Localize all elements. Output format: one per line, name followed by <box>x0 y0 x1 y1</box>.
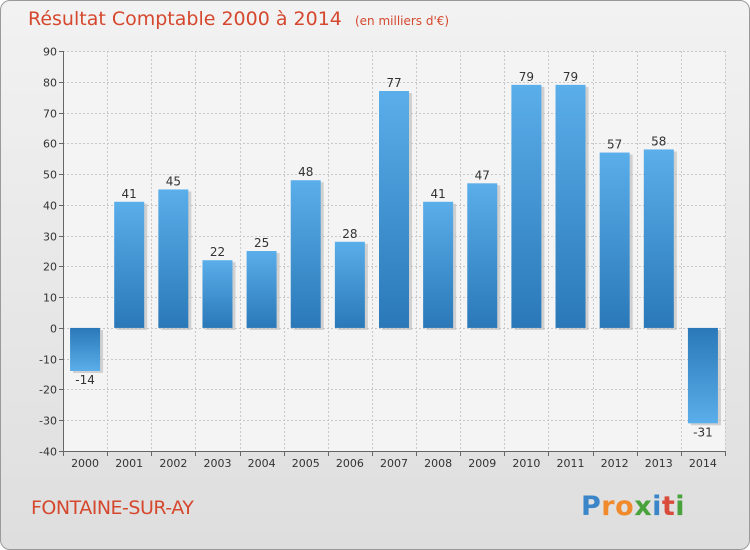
bar-2009 <box>467 183 498 328</box>
logo-letter: i <box>675 491 686 522</box>
x-tick-label: 2006 <box>336 457 364 470</box>
logo-letter: t <box>661 491 676 522</box>
logo-letter: P <box>581 491 602 522</box>
bar-2005 <box>290 180 321 328</box>
y-tick-label: 80 <box>43 77 57 90</box>
bar-chart: -40 -30 -20 -10 0 10 20 30 40 50 60 70 80 90 2000 2001 2… <box>39 46 726 470</box>
x-tick-label: 2011 <box>557 457 585 470</box>
x-tick-label: 2004 <box>248 457 276 470</box>
y-tick-label: 10 <box>43 292 57 305</box>
y-tick-label: 50 <box>43 169 57 182</box>
bar-2002 <box>158 189 189 328</box>
x-tick-label: 2000 <box>71 457 99 470</box>
x-tick-label: 2014 <box>689 457 717 470</box>
y-tick-label: 70 <box>43 108 57 121</box>
bar-2003 <box>202 260 233 328</box>
data-label: 57 <box>607 138 622 152</box>
y-tick-label: 30 <box>43 231 57 244</box>
x-tick-label: 2012 <box>601 457 629 470</box>
x-tick-label: 2002 <box>159 457 187 470</box>
data-label: 79 <box>519 70 534 84</box>
data-label: 22 <box>210 245 225 259</box>
x-tick-label: 2010 <box>512 457 540 470</box>
data-label: 45 <box>166 174 181 188</box>
bar-2013 <box>643 149 674 328</box>
chart-subtitle: (en milliers d'€) <box>354 14 450 28</box>
data-label: 79 <box>563 70 578 84</box>
y-tick-label: 40 <box>43 200 57 213</box>
bar-2006 <box>334 241 365 328</box>
y-tick-label: -10 <box>39 354 57 367</box>
chart-title: Résultat Comptable 2000 à 2014 (en milli… <box>28 8 449 30</box>
axis-layer: -40 -30 -20 -10 0 10 20 30 40 50 60 70 80 90 2000 2001 2… <box>39 46 726 470</box>
y-tick-label: 60 <box>43 138 57 151</box>
y-tick-label: -30 <box>39 415 57 428</box>
y-tick-label: 20 <box>43 261 57 274</box>
bar-layer <box>70 84 721 426</box>
logo-letter: x <box>634 491 653 522</box>
label-layer: -14 41 45 22 25 48 28 77 41 47 79 79 57 58 -31 <box>75 70 712 439</box>
logo-letter: r <box>601 491 616 522</box>
x-tick-label: 2003 <box>203 457 231 470</box>
bar-2007 <box>379 91 409 328</box>
bar-2001 <box>114 201 145 328</box>
proxiti-logo[interactable]: Proxiti <box>581 491 685 522</box>
bar-2004 <box>246 251 277 328</box>
bar-2008 <box>423 201 454 328</box>
x-tick-label: 2005 <box>292 457 320 470</box>
y-tick-label: -20 <box>39 384 57 397</box>
data-label: 77 <box>386 76 401 90</box>
data-label: 41 <box>430 187 445 201</box>
bar-2010 <box>511 84 542 328</box>
data-label: -31 <box>693 425 713 439</box>
bar-2011 <box>555 84 586 328</box>
data-label: 28 <box>342 227 357 241</box>
data-label: 25 <box>254 236 269 250</box>
x-tick-label: 2007 <box>380 457 408 470</box>
y-tick-label: 0 <box>50 323 57 336</box>
logo-letter: o <box>615 491 635 522</box>
x-tick-label: 2009 <box>468 457 496 470</box>
data-label: 47 <box>475 168 490 182</box>
chart-title-main: Résultat Comptable 2000 à 2014 <box>28 8 342 30</box>
data-label: 58 <box>651 134 666 148</box>
y-tick-label: -40 <box>39 446 57 459</box>
y-tick-label: 90 <box>43 46 57 59</box>
logo-letter: i <box>652 491 662 522</box>
data-label: 41 <box>122 187 137 201</box>
x-tick-label: 2013 <box>645 457 673 470</box>
data-label: 48 <box>298 165 313 179</box>
bar-2000 <box>70 327 101 371</box>
bar-2014 <box>687 327 718 424</box>
bar-2012 <box>599 152 630 328</box>
data-label: -14 <box>75 373 95 387</box>
x-tick-label: 2008 <box>424 457 452 470</box>
x-tick-label: 2001 <box>115 457 143 470</box>
commune-name: FONTAINE-SUR-AY <box>31 497 194 519</box>
